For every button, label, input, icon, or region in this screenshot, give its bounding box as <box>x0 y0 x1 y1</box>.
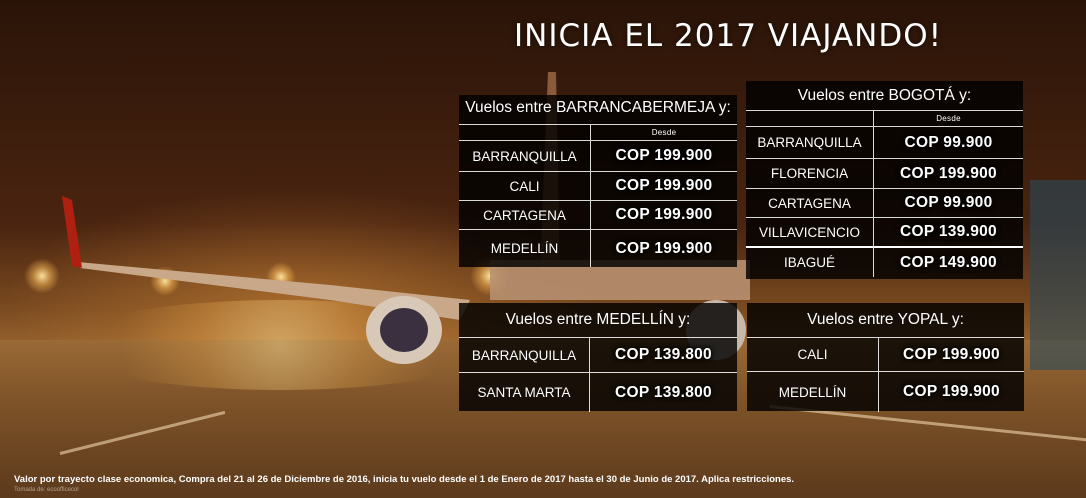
route-city: MEDELLÍN <box>459 230 591 267</box>
panel-heading: Vuelos entre BOGOTÁ y: <box>797 87 972 104</box>
route-price: COP 139.800 <box>615 346 712 363</box>
route-city: IBAGUÉ <box>746 248 874 277</box>
route-city: CARTAGENA <box>459 201 591 229</box>
routes-table: CALI COP 199.900 MEDELLÍN COP 199.900 <box>747 337 1024 412</box>
panel-barrancabermeja: Vuelos entre BARRANCABERMEJA y: Desde BA… <box>459 95 737 267</box>
route-row: CARTAGENA COP 99.900 <box>746 189 1023 218</box>
route-price: COP 99.900 <box>904 194 993 211</box>
route-price: COP 139.900 <box>900 223 997 240</box>
photo-credit: Tomada de: ecoofficecol <box>14 487 79 493</box>
table-header-row: Desde <box>746 111 1023 127</box>
route-row: VILLAVICENCIO COP 139.900 <box>746 218 1023 248</box>
route-row: BARRANQUILLA COP 99.900 <box>746 127 1023 159</box>
route-city: BARRANQUILLA <box>746 127 874 158</box>
route-price: COP 149.900 <box>900 253 997 271</box>
terms-footer: Valor por trayecto clase economica, Comp… <box>14 474 795 485</box>
route-city: BARRANQUILLA <box>459 338 590 372</box>
route-row: BARRANQUILLA COP 199.900 <box>459 141 737 172</box>
route-price: COP 199.900 <box>615 177 713 194</box>
desde-label: Desde <box>936 114 961 123</box>
route-row: CALI COP 199.900 <box>747 338 1024 372</box>
panel-yopal: Vuelos entre YOPAL y: CALI COP 199.900 M… <box>747 303 1024 412</box>
panel-bogota: Vuelos entre BOGOTÁ y: Desde BARRANQUILL… <box>746 81 1023 279</box>
header-city-cell <box>746 111 874 126</box>
header-city-cell <box>459 125 591 140</box>
route-city: BARRANQUILLA <box>459 141 591 171</box>
route-price: COP 199.900 <box>615 206 713 223</box>
table-header-row: Desde <box>459 125 737 141</box>
route-price: COP 199.900 <box>615 147 713 164</box>
panel-heading: Vuelos entre YOPAL y: <box>807 311 964 328</box>
route-price: COP 199.900 <box>903 383 1000 400</box>
routes-table: Desde BARRANQUILLA COP 99.900 FLORENCIA … <box>746 110 1023 277</box>
route-city: CALI <box>747 338 879 371</box>
route-row: CALI COP 199.900 <box>459 172 737 201</box>
desde-label: Desde <box>651 128 677 137</box>
panel-heading: Vuelos entre MEDELLÍN y: <box>505 311 691 328</box>
route-city: VILLAVICENCIO <box>746 218 874 246</box>
route-price: COP 99.900 <box>904 133 993 151</box>
route-city: SANTA MARTA <box>459 373 590 412</box>
routes-table: BARRANQUILLA COP 139.800 SANTA MARTA COP… <box>459 337 737 412</box>
routes-table: Desde BARRANQUILLA COP 199.900 CALI COP … <box>459 124 737 267</box>
panel-heading: Vuelos entre BARRANCABERMEJA y: <box>465 99 731 116</box>
route-row: MEDELLÍN COP 199.900 <box>747 372 1024 412</box>
route-row: MEDELLÍN COP 199.900 <box>459 230 737 267</box>
route-row: FLORENCIA COP 199.900 <box>746 159 1023 189</box>
route-city: MEDELLÍN <box>747 372 879 412</box>
route-row: BARRANQUILLA COP 139.800 <box>459 338 737 373</box>
route-row: IBAGUÉ COP 149.900 <box>746 248 1023 277</box>
route-price: COP 199.900 <box>615 239 713 257</box>
route-price: COP 199.900 <box>900 164 997 182</box>
route-city: CALI <box>459 172 591 200</box>
route-row: CARTAGENA COP 199.900 <box>459 201 737 230</box>
route-price: COP 199.900 <box>903 345 1000 363</box>
route-row: SANTA MARTA COP 139.800 <box>459 373 737 412</box>
route-city: FLORENCIA <box>746 159 874 188</box>
airport-light <box>24 258 60 294</box>
route-price: COP 139.800 <box>615 383 712 401</box>
route-city: CARTAGENA <box>746 189 874 217</box>
panel-medellin: Vuelos entre MEDELLÍN y: BARRANQUILLA CO… <box>459 303 737 412</box>
promo-title: INICIA EL 2017 VIAJANDO! <box>514 18 943 54</box>
